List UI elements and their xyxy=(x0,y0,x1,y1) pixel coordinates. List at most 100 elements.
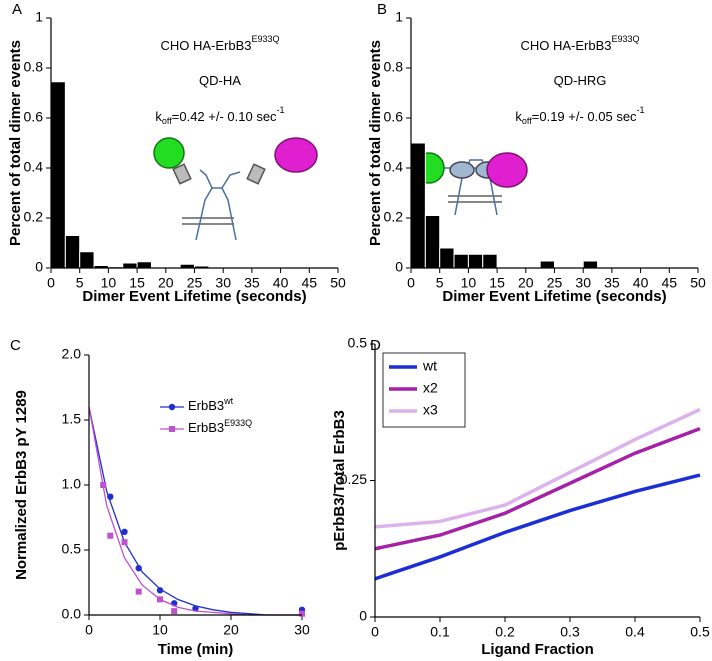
x-tick-label: 15 xyxy=(129,275,145,291)
x-tick-label: 0 xyxy=(407,275,415,291)
x-tick-label: 20 xyxy=(158,275,174,291)
bar xyxy=(539,260,556,269)
line xyxy=(374,426,701,551)
x-tick-label: 45 xyxy=(662,275,678,291)
y-tick-label: 0.2 xyxy=(384,209,404,225)
panel-label: A xyxy=(12,1,22,18)
x-tick-label: 15 xyxy=(489,275,505,291)
annotation: koff=0.42 +/- 0.10 sec-1 xyxy=(155,105,284,126)
annotation-text: QD-HRG xyxy=(554,73,607,88)
x-tick-label: 5 xyxy=(76,275,84,291)
y-tick-label: 0.5 xyxy=(348,335,368,351)
x-tick-label: 0 xyxy=(371,624,379,640)
annotation-sub: off xyxy=(162,116,172,126)
fit-line xyxy=(88,406,302,616)
y-tick-label: 0.8 xyxy=(384,59,404,75)
x-tick-label: 0.2 xyxy=(495,624,515,640)
x-tick-label: 10 xyxy=(461,275,477,291)
y-axis-title: Normalized ErbB3 pY 1289 xyxy=(13,390,30,580)
x-axis-title: Dimer Event Lifetime (seconds) xyxy=(442,288,666,305)
bar xyxy=(64,235,81,269)
annotation-sup: -1 xyxy=(637,105,645,115)
point xyxy=(299,610,305,617)
y-tick-label: 1 xyxy=(395,9,403,25)
y-tick-label: 0 xyxy=(359,608,367,624)
bar xyxy=(453,253,469,269)
point xyxy=(100,482,107,488)
point xyxy=(171,608,178,615)
annotation-text2: =0.42 +/- 0.10 sec xyxy=(172,109,277,124)
annotation-sub: off xyxy=(522,116,532,126)
x-tick-label: 0.5 xyxy=(690,624,710,640)
x-axis-title: Dimer Event Lifetime (seconds) xyxy=(82,288,306,305)
bar xyxy=(482,253,498,269)
x-tick-label: 50 xyxy=(330,275,346,291)
x-tick-label: 30 xyxy=(215,275,231,291)
bar xyxy=(410,142,426,269)
bar xyxy=(122,262,138,269)
annotation-text2: =0.19 +/- 0.05 sec xyxy=(532,109,637,124)
y-tick-label: 1 xyxy=(35,9,43,25)
y-tick-label: 0.8 xyxy=(24,59,44,75)
legend-sup: E933Q xyxy=(224,418,252,428)
annotation-text: k xyxy=(155,109,162,124)
y-tick-label: 0 xyxy=(395,259,403,275)
panel-label: C xyxy=(10,337,21,354)
x-tick-label: 35 xyxy=(604,275,620,291)
point xyxy=(135,588,142,595)
x-tick-label: 20 xyxy=(223,622,239,638)
legend-name: ErbB3 xyxy=(188,420,224,435)
y-tick-label: 0 xyxy=(35,259,43,275)
legend-label: wt xyxy=(422,358,437,374)
annotation-sup: -1 xyxy=(277,105,285,115)
x-tick-label: 50 xyxy=(690,275,706,291)
line xyxy=(374,407,701,529)
y-axis-title: Percent of total dimer events xyxy=(367,40,384,246)
x-tick-label: 10 xyxy=(101,275,117,291)
point xyxy=(121,528,128,535)
cartoon-a xyxy=(153,137,318,241)
x-tick-label: 5 xyxy=(436,275,444,291)
legend-marker xyxy=(169,426,175,432)
y-tick-label: 0.25 xyxy=(340,471,367,487)
annotation: QD-HRG xyxy=(554,73,607,88)
annotation: QD-HA xyxy=(199,73,241,88)
panel-label: B xyxy=(377,1,387,18)
y-tick-label: 0.5 xyxy=(62,541,82,557)
x-tick-label: 40 xyxy=(633,275,649,291)
x-tick-label: 45 xyxy=(302,275,318,291)
x-tick-label: 0 xyxy=(85,622,93,638)
y-tick-label: 0.4 xyxy=(24,159,44,175)
annotation: koff=0.19 +/- 0.05 sec-1 xyxy=(515,105,644,126)
y-tick-label: 0.2 xyxy=(24,209,44,225)
y-tick-label: 1.0 xyxy=(62,476,82,492)
bar xyxy=(79,251,95,269)
point xyxy=(135,565,142,572)
y-tick-label: 0.0 xyxy=(62,606,82,622)
x-tick-label: 0.3 xyxy=(560,624,580,640)
bar xyxy=(50,81,66,269)
x-tick-label: 0.4 xyxy=(625,624,645,640)
x-tick-label: 25 xyxy=(187,275,203,291)
x-tick-label: 25 xyxy=(547,275,563,291)
y-tick-label: 0.6 xyxy=(24,109,44,125)
annotation-sup: E933Q xyxy=(612,34,640,44)
annotation-text: CHO HA-ErbB3 xyxy=(160,38,251,53)
x-axis-title: Ligand Fraction xyxy=(481,641,594,658)
legend-label: x3 xyxy=(423,402,438,418)
y-axis-title: pErbB3/Total ErbB3 xyxy=(331,410,348,551)
cartoon-b xyxy=(413,152,528,216)
point xyxy=(157,596,163,603)
x-tick-label: 10 xyxy=(152,622,168,638)
point xyxy=(107,493,114,500)
x-tick-label: 30 xyxy=(575,275,591,291)
annotation-text: QD-HA xyxy=(199,73,241,88)
x-tick-label: 30 xyxy=(294,622,310,638)
legend-label: ErbB3E933Q xyxy=(188,418,252,435)
fit-line xyxy=(88,406,302,616)
annotation-text: CHO HA-ErbB3 xyxy=(520,38,611,53)
legend-name: ErbB3 xyxy=(188,398,224,413)
annotation: CHO HA-ErbB3E933Q xyxy=(160,34,279,53)
